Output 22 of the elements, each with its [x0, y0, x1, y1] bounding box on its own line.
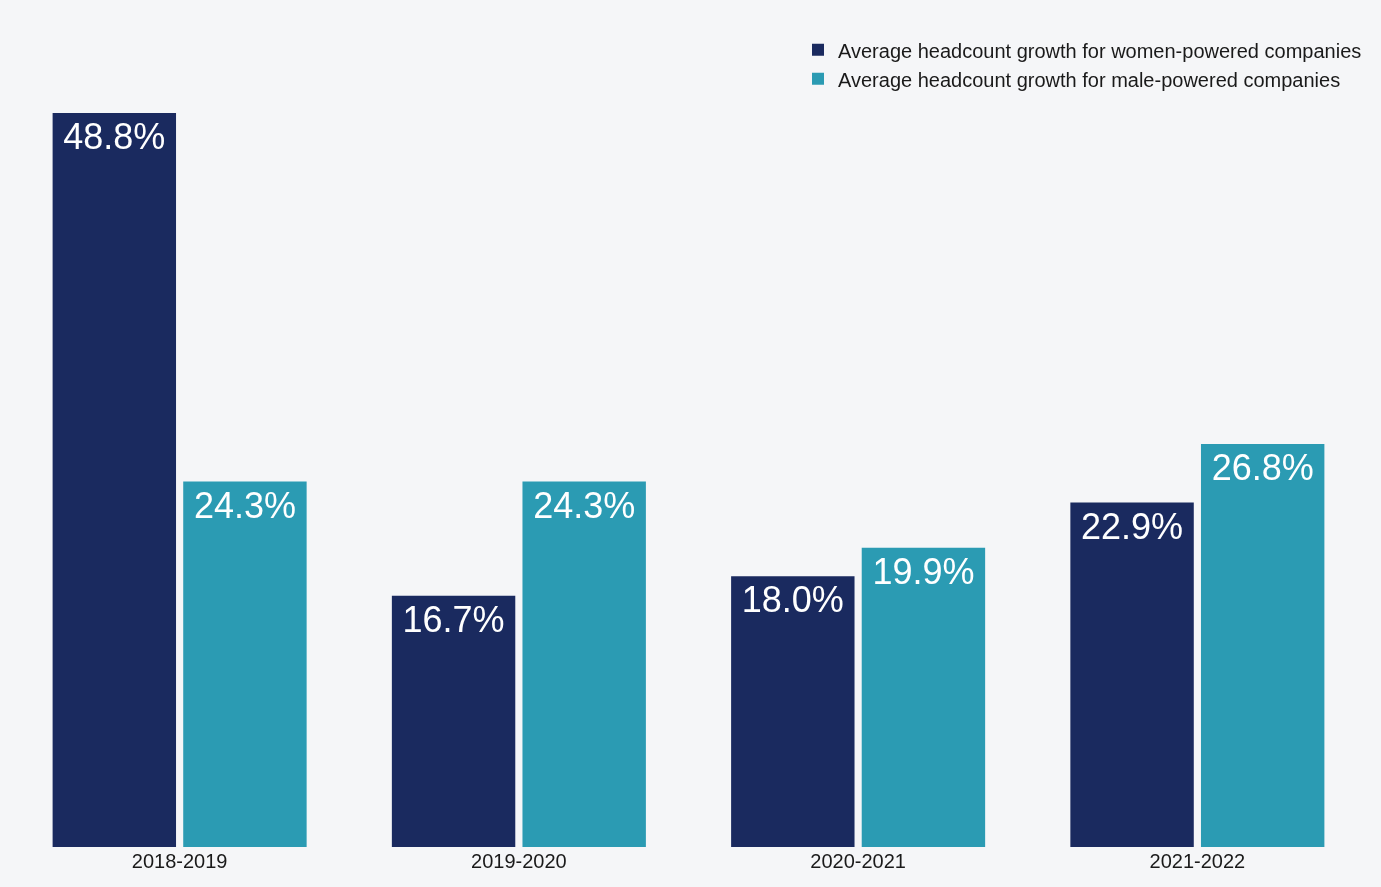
bar	[731, 576, 855, 847]
x-tick-label: 2018-2019	[131, 850, 228, 872]
x-tick-label: 2019-2020	[471, 850, 567, 872]
bar	[391, 595, 516, 847]
data-label: 19.9%	[872, 550, 975, 592]
data-label: 48.8%	[63, 116, 166, 157]
data-label: 22.9%	[1081, 505, 1184, 547]
data-label: 24.3%	[193, 484, 296, 526]
x-tick-label: 2020-2021	[810, 850, 906, 872]
bar	[861, 547, 986, 847]
data-label: 16.7%	[402, 598, 505, 640]
legend-label: Average headcount growth for women-powered companies	[838, 39, 1362, 62]
bar	[1200, 443, 1325, 847]
legend-label: Average headcount growth for male-powered companies	[838, 68, 1341, 91]
data-label: 24.3%	[533, 484, 636, 526]
x-tick-label: 2021-2022	[1149, 850, 1246, 872]
bar	[183, 481, 307, 847]
bar	[522, 481, 646, 847]
data-label: 26.8%	[1211, 446, 1314, 488]
bar	[1070, 502, 1194, 847]
data-label: 18.0%	[741, 579, 844, 621]
bar	[52, 113, 177, 847]
